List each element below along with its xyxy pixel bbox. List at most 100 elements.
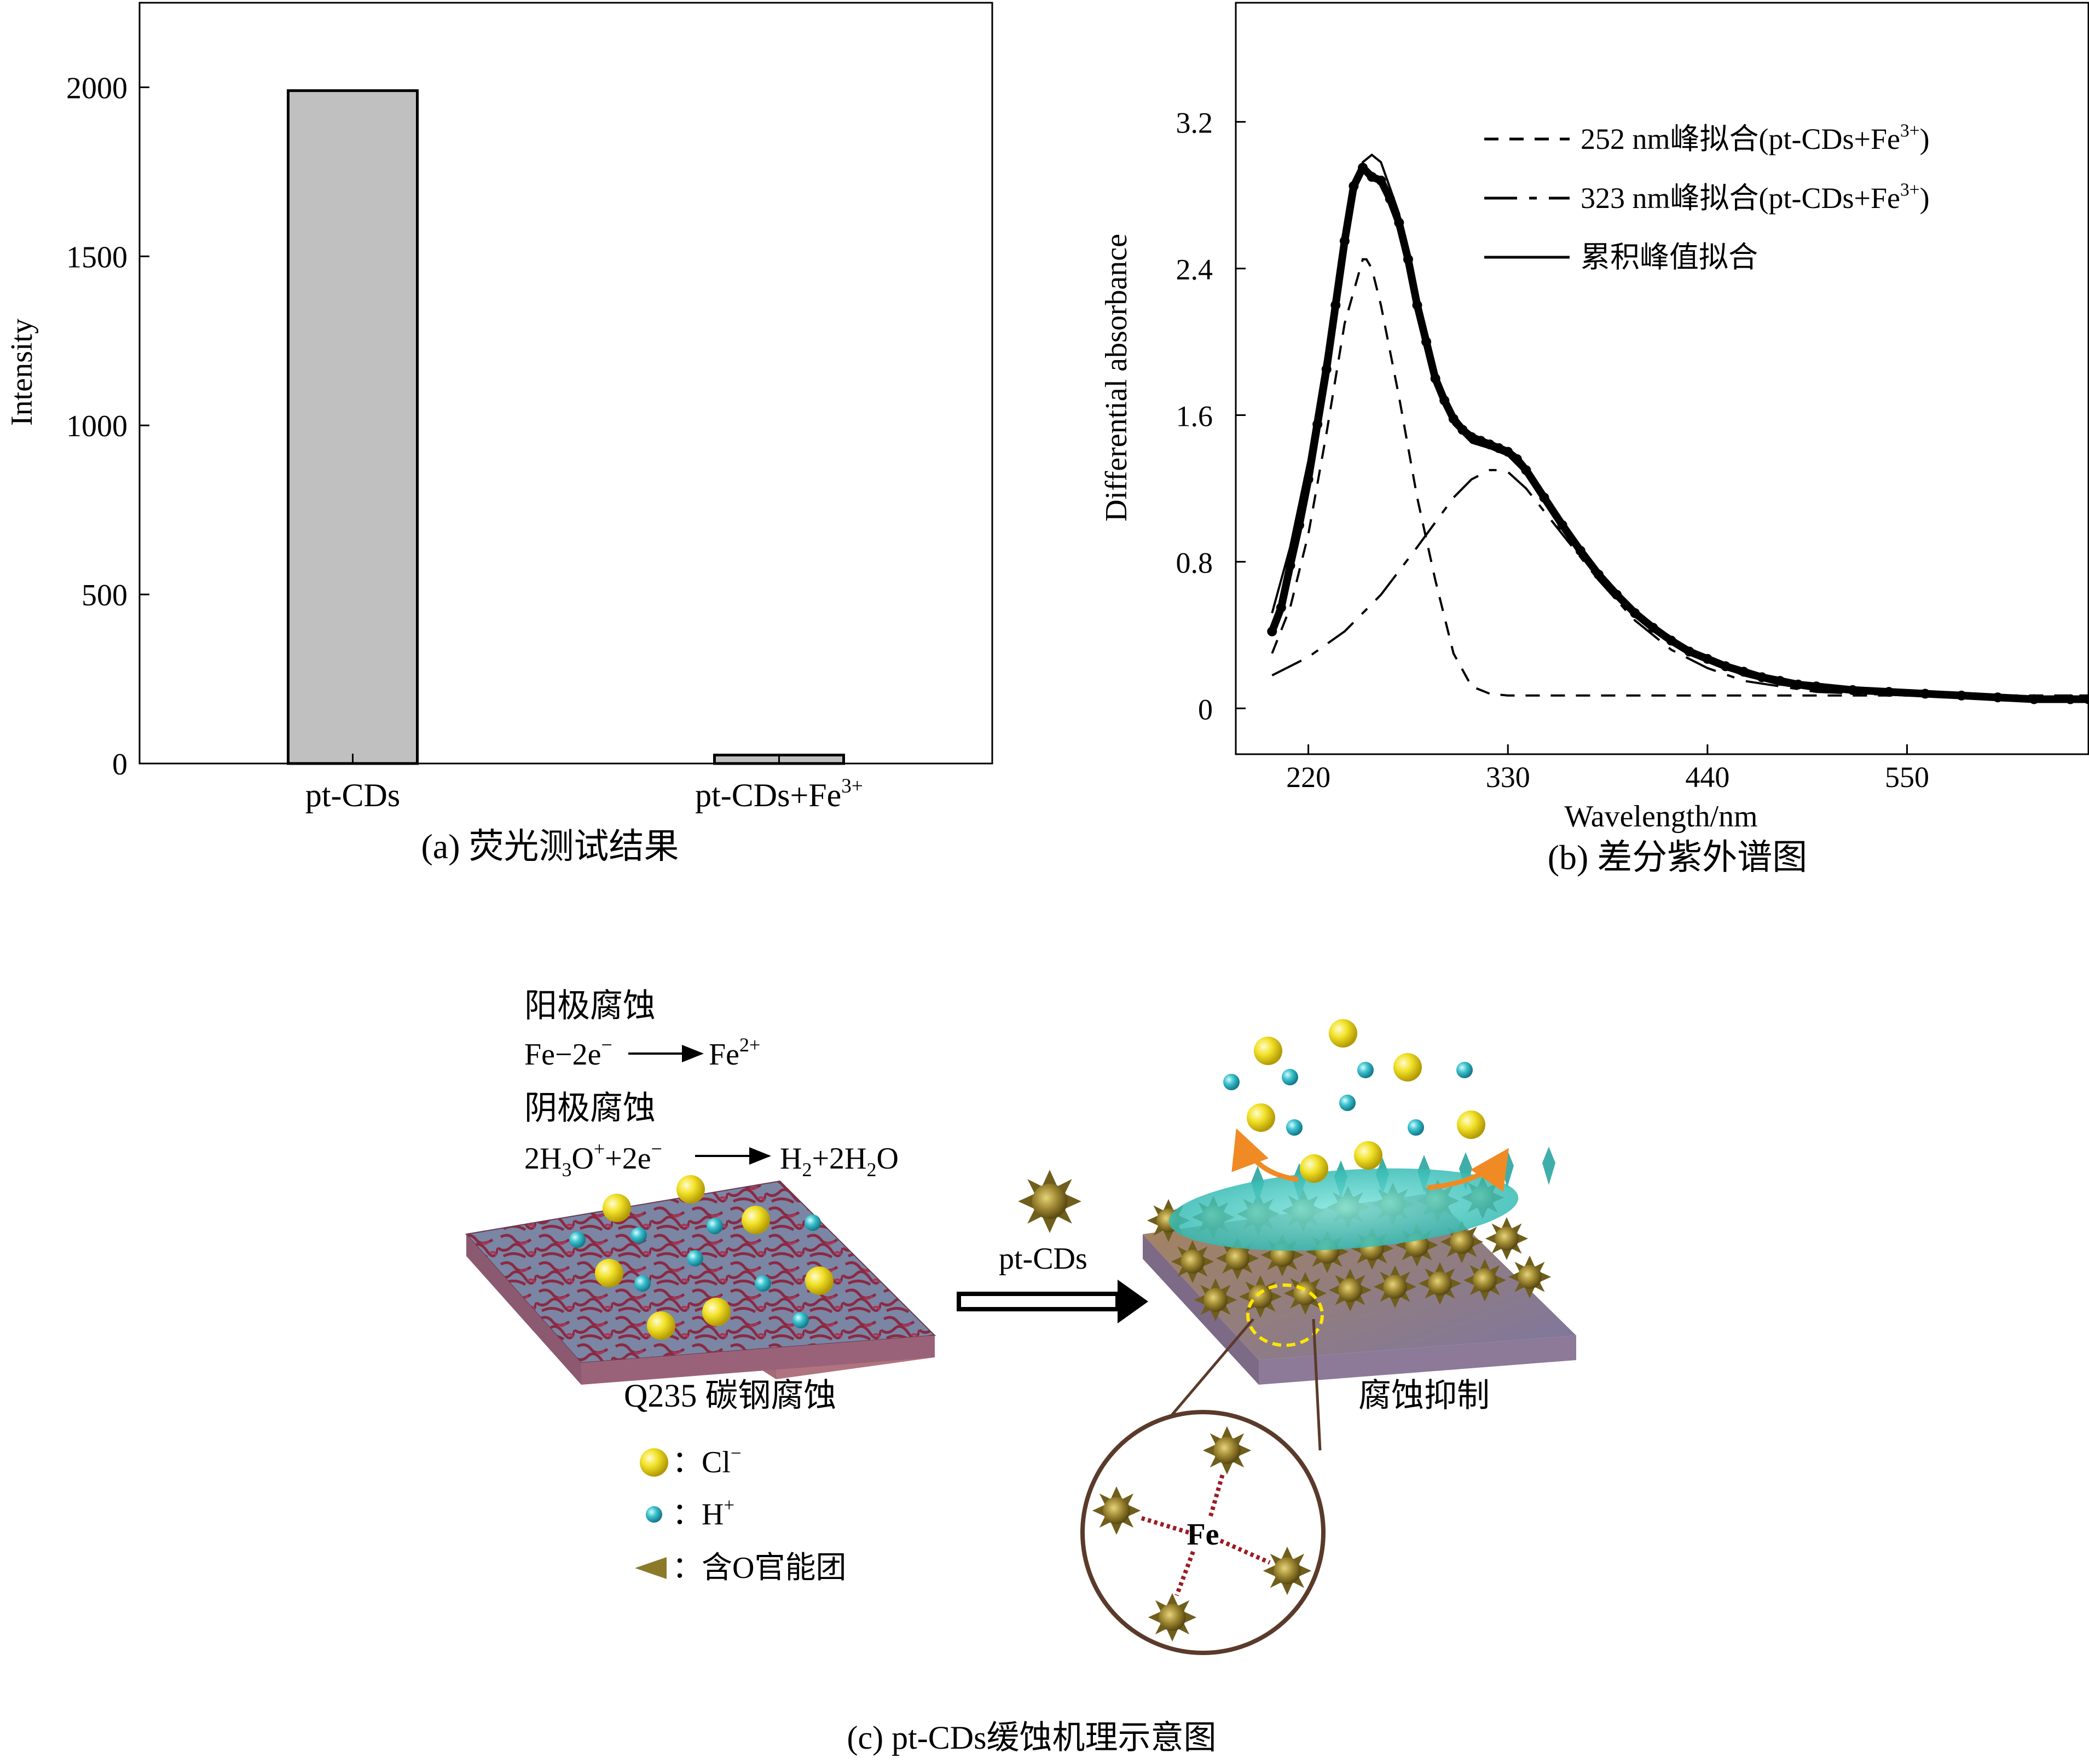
arrow-label: pt-CDs (999, 1242, 1087, 1276)
functional-group-icon (1542, 1147, 1555, 1185)
right-plate-label: 腐蚀抑制 (1358, 1378, 1490, 1414)
zoom-line-right (1312, 1318, 1322, 1451)
cyan-sphere-icon (707, 1218, 723, 1234)
diagram-legend: ：Cl−：H+：含O官能团 (635, 1442, 846, 1585)
cyan-sphere-icon (1456, 1062, 1473, 1078)
y-tick-label-a: 2000 (66, 71, 128, 105)
repel-arrow-right (1427, 1148, 1509, 1192)
yellow-sphere-icon (1247, 1103, 1275, 1132)
yellow-sphere-icon (640, 1448, 668, 1477)
data-trace (1268, 164, 2088, 703)
yellow-sphere-icon (1254, 1037, 1282, 1065)
bar (287, 89, 419, 765)
carbon-dot-icon (1171, 1240, 1214, 1283)
carbon-dot-icon (1018, 1170, 1081, 1233)
cone-icon (635, 1557, 667, 1579)
left-ions (569, 1175, 834, 1340)
carbon-dot-icon (1239, 1275, 1282, 1318)
y-tick-label-a: 1500 (66, 240, 128, 274)
yellow-sphere-icon (1457, 1111, 1485, 1139)
cyan-sphere-icon (755, 1275, 771, 1292)
carbon-dot-icon (1263, 1546, 1312, 1595)
x-tick-label-b: 220 (1286, 761, 1330, 794)
left-plate-label: Q235 碳钢腐蚀 (624, 1378, 836, 1414)
x-axis-title-b: Wavelength/nm (1564, 800, 1757, 834)
series-line-solid (1271, 153, 2089, 701)
plot-frame-a (138, 2, 993, 765)
cyan-sphere-icon (792, 1312, 809, 1328)
yellow-sphere-icon (1329, 1019, 1357, 1048)
diagram-legend-label: 含O官能团 (702, 1551, 846, 1585)
fe-label: Fe (1187, 1518, 1219, 1552)
diagram-legend-label: Cl− (702, 1442, 742, 1479)
cathode-product: H2+2H2O (780, 1142, 899, 1181)
data-points (1267, 163, 2089, 704)
caption-c: (c) pt-CDs缓蚀机理示意图 (847, 1720, 1217, 1756)
x-tick-label-b: 330 (1486, 761, 1530, 794)
legend-colon: ： (672, 1497, 703, 1531)
y-tick-label-a: 500 (82, 579, 128, 612)
yellow-sphere-icon (647, 1311, 675, 1340)
yellow-sphere-icon (805, 1266, 834, 1295)
carbon-dot-icon (1202, 1426, 1252, 1475)
series-b (1267, 153, 2089, 704)
carbon-dot-icon (1373, 1265, 1417, 1309)
legend-label: 323 nm峰拟合(pt-CDs+Fe3+) (1581, 180, 1930, 215)
y-tick-label-b: 2.4 (1176, 253, 1213, 286)
cyan-sphere-icon (1339, 1095, 1356, 1111)
yellow-sphere-icon (603, 1194, 631, 1222)
yellow-sphere-icon (1354, 1141, 1382, 1170)
yellow-sphere-icon (702, 1298, 731, 1326)
cyan-sphere-icon (687, 1250, 703, 1266)
cyan-sphere-icon (805, 1214, 821, 1231)
y-tick-label-b: 0 (1198, 693, 1213, 726)
anode-title: 阳极腐蚀 (524, 988, 656, 1024)
x-tick-label-a: pt-CDs (305, 777, 400, 813)
cyan-sphere-icon (1357, 1062, 1374, 1078)
y-tick-label-b: 3.2 (1176, 107, 1213, 140)
cyan-sphere-icon (1223, 1074, 1240, 1090)
legend-b: 252 nm峰拟合(pt-CDs+Fe3+) 323 nm峰拟合(pt-CDs+F… (1484, 120, 1930, 274)
x-tick-label-a: pt-CDs+Fe3+ (695, 775, 863, 813)
cyan-sphere-icon (1282, 1069, 1298, 1085)
functional-group-icon (1459, 1152, 1472, 1190)
repel-arrow-left (1231, 1128, 1299, 1182)
x-axis-labels-a: pt-CDs pt-CDs+Fe3+ (305, 754, 863, 813)
anode-equation: Fe−2e− (524, 1034, 612, 1072)
cyan-sphere-icon (630, 1227, 647, 1244)
zoom-inset (1080, 1410, 1326, 1655)
right-ions (1223, 1019, 1485, 1183)
panel-c: 阳极腐蚀 Fe−2e− Fe2+ 阴极腐蚀 2H3O++2e− H2+2H2O (465, 988, 1576, 1756)
carbon-dot-icon (1328, 1268, 1372, 1312)
yellow-sphere-icon (1300, 1154, 1328, 1183)
y-tick-label-a: 0 (112, 748, 128, 782)
y-tick-label-a: 1000 (66, 409, 128, 443)
yellow-sphere-icon (595, 1259, 623, 1287)
x-tick-label-b: 550 (1885, 761, 1929, 794)
x-axis-ticks-b: 220 330 440 550 (1286, 744, 1929, 794)
caption-b: (b) 差分紫外谱图 (1548, 838, 1808, 877)
process-arrow (957, 1280, 1148, 1323)
x-tick-label-b: 440 (1685, 761, 1729, 794)
yellow-sphere-icon (676, 1175, 705, 1204)
bars-a (287, 89, 845, 765)
y-axis-title-a: Intensity (5, 319, 39, 426)
zoom-region (1246, 1283, 1324, 1347)
cyan-sphere-icon (634, 1275, 651, 1292)
panel-b: 0 0.8 1.6 2.4 3.2 220 330 440 550 252 nm峰拟合(pt-… (1100, 2, 2089, 877)
carbon-dot-icon (1148, 1593, 1197, 1642)
cyan-sphere-icon (569, 1231, 586, 1248)
cathode-equation: 2H3O++2e− (524, 1138, 662, 1181)
plot-frame-b (1235, 2, 2089, 755)
cathode-title: 阴极腐蚀 (524, 1090, 656, 1126)
series-line-dashdot (1271, 469, 2089, 702)
corroded-plate (465, 1180, 936, 1385)
carbon-dot-icon (1463, 1258, 1507, 1302)
carbon-dot-icon (1418, 1262, 1462, 1305)
cyan-sphere-icon (646, 1506, 662, 1523)
series-line-dashed (1271, 258, 2088, 697)
carbon-dot-icon (1485, 1217, 1529, 1260)
cyan-sphere-icon (1286, 1119, 1303, 1136)
carbon-dot-icon (1508, 1255, 1552, 1299)
carbon-dot-icon (1092, 1486, 1141, 1535)
